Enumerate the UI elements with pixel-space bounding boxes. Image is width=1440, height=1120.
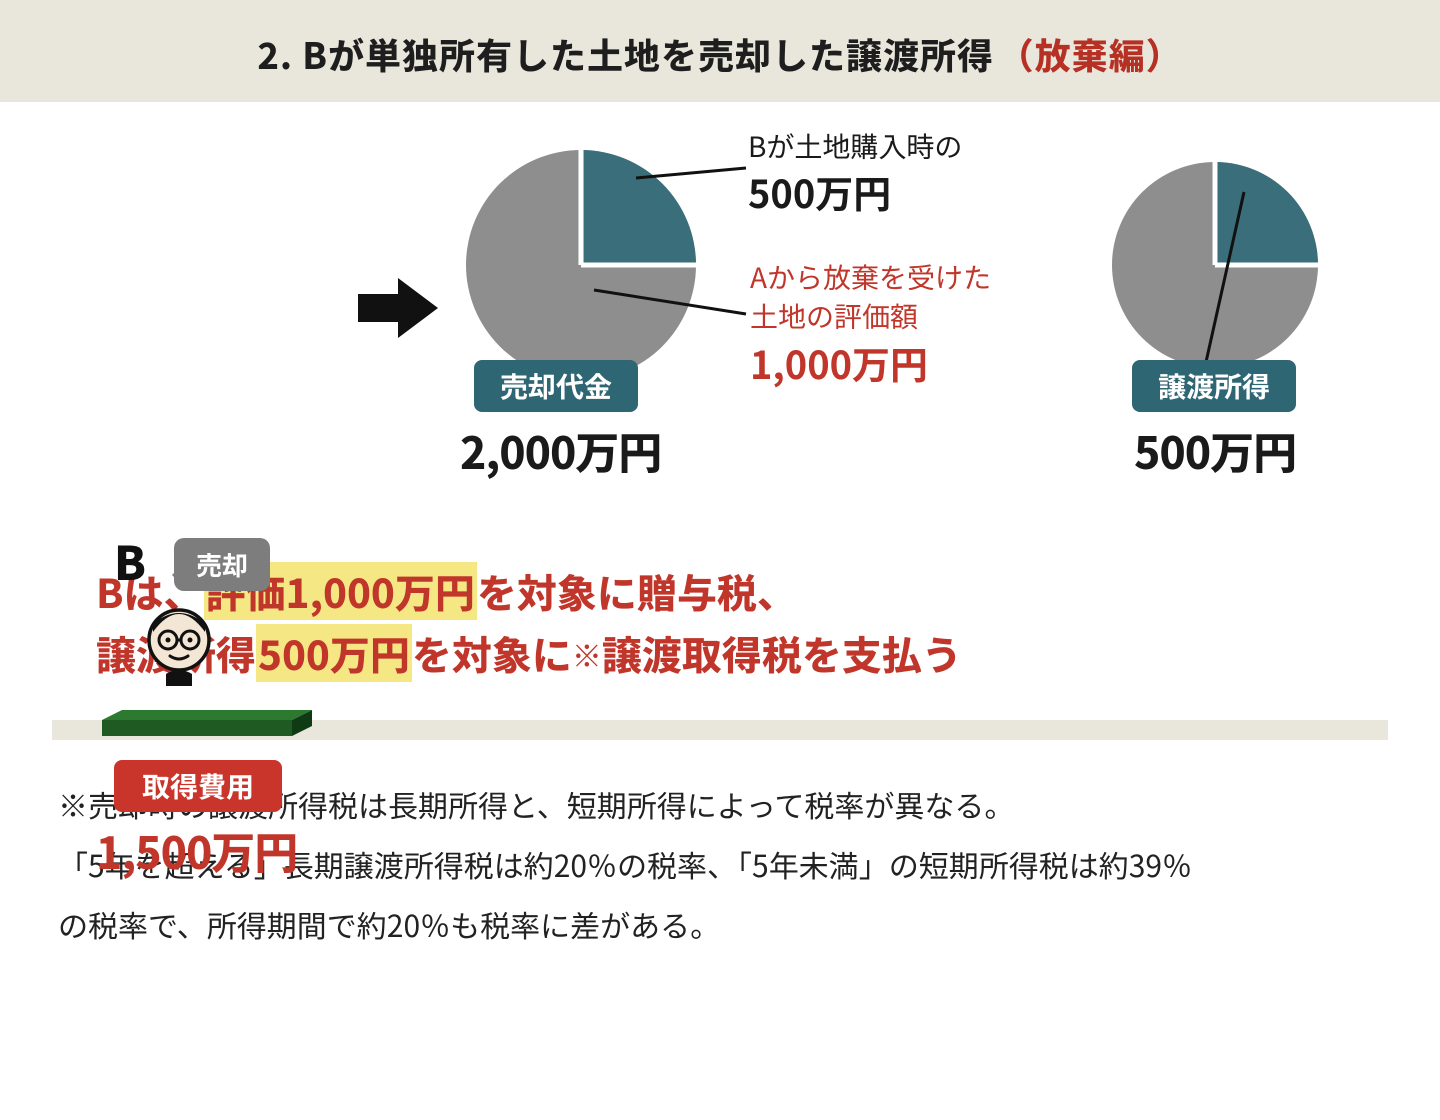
callout-a-waiver-value: 1,000万円 (750, 335, 928, 390)
title-main: 2. Bが単独所有した土地を売却した譲渡所得 (257, 28, 994, 80)
transfer-income-badge: 譲渡所得 (1132, 360, 1296, 412)
arrow-icon (358, 278, 438, 338)
footnote-l3: の税率で、所得期間で約20％も税率に差がある。 (58, 894, 1382, 954)
callout-a-waiver: Aから放棄を受けた 土地の評価額 1,000万円 (750, 258, 991, 390)
main-panel: B 売却 取得費用 1,500万円 (52, 102, 1388, 720)
speech-bubble: 売却 (174, 538, 270, 591)
sale-price-pie (466, 150, 696, 380)
title-suffix: （放棄編） (998, 28, 1183, 80)
diagram-row: B 売却 取得費用 1,500万円 (96, 132, 1344, 532)
person-icon (136, 600, 222, 686)
callout-b-purchase: Bが土地購入時の 500万円 (748, 128, 962, 217)
callout-b-purchase-l1: Bが土地購入時の (748, 126, 962, 166)
callout-a-waiver-l1: Aから放棄を受けた (750, 257, 991, 297)
conclusion-text: Bは、評価1,000万円を対象に贈与税、 譲渡所得500万円を対象に※譲渡取得税… (96, 560, 1344, 684)
sale-price-amount: 2,000万円 (460, 418, 661, 482)
transfer-income-pie (1112, 162, 1318, 368)
conclusion-note-mark: ※ (572, 632, 602, 676)
land-icon (102, 710, 312, 740)
conclusion-mid2: を対象に (412, 624, 572, 682)
conclusion-hl2: 500万円 (256, 624, 412, 682)
callout-b-purchase-value: 500万円 (748, 164, 891, 219)
acquisition-cost-badge: 取得費用 (114, 760, 282, 812)
acquisition-cost-amount: 1,500万円 (96, 818, 297, 882)
callout-a-waiver-l2: 土地の評価額 (750, 296, 918, 336)
transfer-income-amount: 500万円 (1134, 418, 1296, 482)
title-bar: 2. Bが単独所有した土地を売却した譲渡所得 （放棄編） (0, 0, 1440, 102)
sale-price-badge: 売却代金 (474, 360, 638, 412)
conclusion-tail: 譲渡取得税を支払う (602, 624, 962, 682)
conclusion-mid1: を対象に贈与税、 (477, 562, 797, 620)
person-label: B (114, 528, 146, 594)
